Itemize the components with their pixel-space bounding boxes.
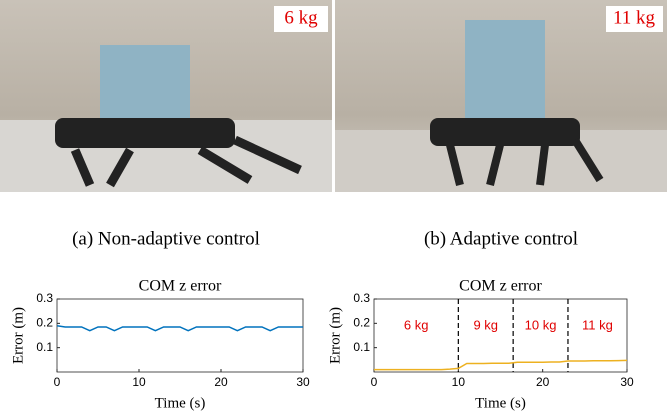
annotation: 10 kg (525, 317, 557, 332)
annotation: 9 kg (473, 317, 498, 332)
chart-title: COM z error (459, 278, 542, 295)
x-axis-label: Time (s) (475, 395, 526, 411)
photo-label: 6 kg (284, 7, 318, 28)
y-axis-label: Error (m) (10, 307, 26, 364)
x-axis-label: Time (s) (155, 395, 206, 411)
annotation: 6 kg (404, 317, 429, 332)
y-tick-label: 0.3 (353, 291, 370, 305)
photo-label: 11 kg (613, 7, 656, 28)
y-tick-label: 0.3 (36, 291, 53, 305)
x-tick-label: 0 (54, 375, 61, 389)
photo-a (0, 0, 332, 192)
caption: (b) Adaptive control (424, 228, 578, 249)
annotation: 11 kg (582, 317, 613, 332)
y-tick-label: 0.1 (353, 340, 370, 354)
chart-title: COM z error (139, 278, 222, 295)
figure: 6 kg 11 kg (a) Non-adaptive control (b) … (0, 0, 667, 414)
x-tick-label: 30 (296, 375, 310, 389)
x-tick-label: 10 (452, 375, 466, 389)
x-tick-label: 20 (214, 375, 228, 389)
x-tick-label: 30 (620, 375, 634, 389)
photo-b (335, 0, 667, 192)
x-tick-label: 0 (371, 375, 378, 389)
x-tick-label: 10 (132, 375, 146, 389)
y-tick-label: 0.2 (36, 316, 53, 330)
y-tick-label: 0.1 (36, 340, 53, 354)
caption: (a) Non-adaptive control (72, 228, 260, 249)
y-axis-label: Error (m) (327, 307, 343, 364)
y-tick-label: 0.2 (353, 316, 370, 330)
x-tick-label: 20 (536, 375, 550, 389)
plot-area (57, 299, 303, 372)
